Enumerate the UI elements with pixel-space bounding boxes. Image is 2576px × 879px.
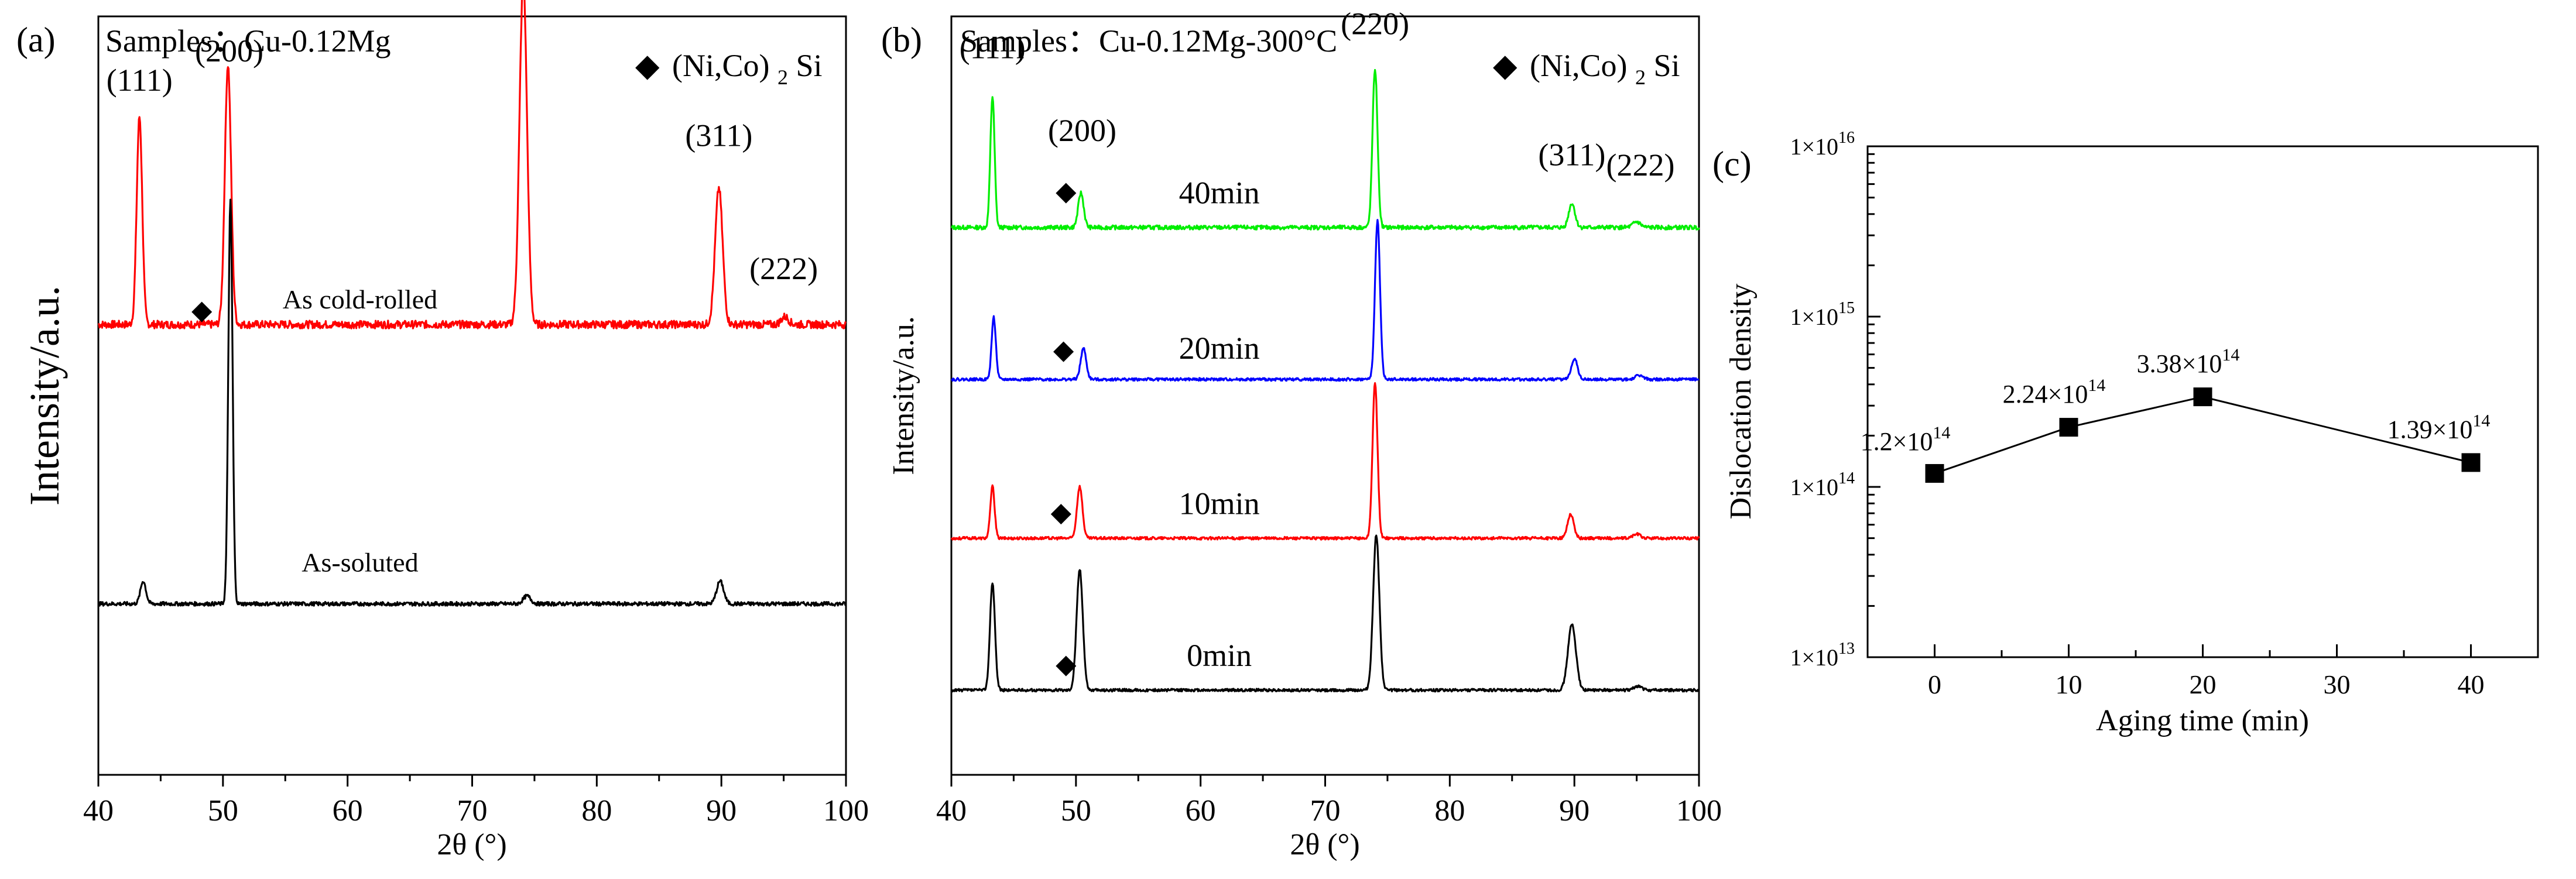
c-data-point-10 xyxy=(2059,418,2078,437)
b-curve-label-40min: 40min xyxy=(1179,175,1260,210)
panel-a-legend: ◆ (Ni,Co) 2 Si xyxy=(635,48,823,91)
b-x-tick-label-60: 60 xyxy=(1186,794,1216,828)
c-data-point-0 xyxy=(1925,463,1944,483)
c-point-label-10: 2.24×1014 xyxy=(2003,376,2106,408)
a-x-tick-label-80: 80 xyxy=(581,794,612,828)
c-x-tick-label-30: 30 xyxy=(2324,669,2351,699)
c-x-tick-label-20: 20 xyxy=(2190,669,2217,699)
b-x-tick-label-90: 90 xyxy=(1559,794,1590,828)
b-x-tick-label-40: 40 xyxy=(936,794,967,828)
panel-b-x-axis-ticks: 40 50 60 70 80 90 100 xyxy=(936,775,1722,828)
a-peak-label-111: (111) xyxy=(107,63,173,98)
panel-b-series-group xyxy=(950,68,1700,693)
panel-c-dislocation-chart: (c) 1×1013 1×1014 1×1015 1×1016 0 10 20 30 40 1… xyxy=(1712,129,2539,737)
panel-c-series: 1.2×1014 2.24×1014 3.38×1014 1.39×1014 xyxy=(1861,345,2491,483)
panel-a-legend-label: (Ni,Co) xyxy=(672,48,769,83)
a-series-as-cold-rolled xyxy=(97,0,847,329)
panel-a-xrd-chart: (a) Samples：Cu-0.12Mg ◆ (Ni,Co) 2 Si (11… xyxy=(16,0,869,861)
panel-a-title: Samples：Cu-0.12Mg xyxy=(105,23,391,59)
a-x-tick-label-70: 70 xyxy=(457,794,488,828)
b-peak-label-220: (220) xyxy=(1341,6,1409,41)
panel-c-y-axis-title: Dislocation density xyxy=(1724,284,1758,520)
b-diamond-marker-1: ◆ xyxy=(1053,335,1074,365)
c-point-label-0: 1.2×1014 xyxy=(1861,423,1951,456)
a-peak-label-200: (200) xyxy=(195,33,263,68)
a-x-tick-label-40: 40 xyxy=(83,794,114,828)
panel-a-y-axis-title: Intensity/a.u. xyxy=(21,286,68,506)
b-x-tick-label-80: 80 xyxy=(1434,794,1465,828)
c-data-point-20 xyxy=(2193,387,2212,407)
b-x-tick-label-50: 50 xyxy=(1061,794,1091,828)
panel-b-legend-label: (Ni,Co) xyxy=(1530,48,1627,83)
panel-b-legend-suffix: Si xyxy=(1654,48,1680,83)
a-curve-label-as-soluted: As-soluted xyxy=(302,547,418,577)
panel-b-legend-subscript: 2 xyxy=(1635,66,1646,89)
b-x-tick-label-70: 70 xyxy=(1310,794,1341,828)
b-curve-label-0min: 0min xyxy=(1187,638,1252,673)
panel-b-annotations: (111)(200)(220)(311) (222)◆◆◆◆40min20min1… xyxy=(960,6,1675,679)
b-series-20min xyxy=(951,219,1700,382)
panel-b-y-axis-title: Intensity/a.u. xyxy=(887,316,920,475)
panel-b-xrd-chart: (b) Samples：Cu-0.12Mg-300°C ◆ (Ni,Co) 2 … xyxy=(881,6,1722,861)
panel-a-x-axis-ticks: 40 50 60 70 80 90 100 xyxy=(83,775,869,828)
c-data-point-40 xyxy=(2461,453,2481,472)
svg-text:◆ (Ni,Co) 2: ◆ (Ni,Co) 2 Si xyxy=(635,48,823,91)
panel-a-legend-subscript: 2 xyxy=(777,66,788,89)
panel-a-x-axis-title: 2θ (°) xyxy=(437,828,506,861)
c-x-tick-label-40: 40 xyxy=(2458,669,2485,699)
b-curve-label-20min: 20min xyxy=(1179,331,1260,366)
panel-a-label: (a) xyxy=(16,20,56,59)
b-series-40min xyxy=(950,68,1700,231)
b-peak-label-200: (200) xyxy=(1048,113,1116,148)
c-y-tick-label-3: 1×1016 xyxy=(1790,129,1855,160)
b-diamond-marker-0: ◆ xyxy=(1056,176,1077,206)
b-diamond-marker-2: ◆ xyxy=(1051,497,1072,527)
panel-b-label: (b) xyxy=(881,20,922,59)
a-diamond-marker-0: ◆ xyxy=(191,295,213,325)
b-series-0min xyxy=(951,534,1700,693)
c-x-tick-label-10: 10 xyxy=(2056,669,2082,699)
a-series-as-soluted xyxy=(97,198,847,607)
a-x-tick-label-50: 50 xyxy=(208,794,238,828)
panel-b-title: Samples：Cu-0.12Mg-300°C xyxy=(960,23,1337,59)
panel-a-legend-diamond-icon: ◆ xyxy=(635,48,660,83)
c-y-tick-label-0: 1×1013 xyxy=(1790,640,1855,671)
a-peak-label-222: (222) xyxy=(749,251,818,286)
b-peak-label-111: (111) xyxy=(960,30,1026,66)
b-series-10min xyxy=(950,382,1700,541)
panel-b-x-axis-title: 2θ (°) xyxy=(1290,828,1359,861)
c-series-line xyxy=(1934,396,2471,475)
c-y-tick-label-2: 1×1015 xyxy=(1790,299,1855,330)
a-peak-label-311: (311) xyxy=(685,118,752,153)
a-x-tick-label-90: 90 xyxy=(706,794,737,828)
panel-a-legend-suffix: Si xyxy=(796,48,823,83)
panel-b-legend-diamond-icon: ◆ xyxy=(1493,48,1517,83)
panel-c-label: (c) xyxy=(1712,145,1752,183)
panel-c-y-axis-ticks: 1×1013 1×1014 1×1015 1×1016 xyxy=(1790,129,1880,671)
b-diamond-marker-3: ◆ xyxy=(1056,649,1077,679)
panel-a-annotations: (111)(200)(220)(311)(222)◆As cold-rolled… xyxy=(107,33,818,577)
c-point-label-20: 3.38×1014 xyxy=(2137,345,2240,378)
panel-b-legend: ◆ (Ni,Co) 2 Si xyxy=(1493,48,1680,91)
b-x-tick-label-100: 100 xyxy=(1676,794,1722,828)
panel-c-x-axis-title: Aging time (min) xyxy=(2096,704,2309,737)
a-x-tick-label-60: 60 xyxy=(333,794,363,828)
panel-a-series-group xyxy=(97,0,847,607)
b-curve-label-10min: 10min xyxy=(1179,486,1260,521)
panel-c-x-axis-ticks: 0 10 20 30 40 xyxy=(1928,644,2485,699)
c-y-tick-label-1: 1×1014 xyxy=(1790,469,1855,500)
c-x-tick-label-0: 0 xyxy=(1928,669,1941,699)
b-peak-label-311: (311) xyxy=(1538,138,1605,173)
b-peak-label-222: (222) xyxy=(1606,147,1674,183)
a-curve-label-as-cold-rolled: As cold-rolled xyxy=(283,284,437,314)
svg-text:◆ (Ni,Co) 2: ◆ (Ni,Co) 2 Si xyxy=(1493,48,1680,91)
a-x-tick-label-100: 100 xyxy=(823,794,869,828)
c-point-label-40: 1.39×1014 xyxy=(2387,411,2491,444)
